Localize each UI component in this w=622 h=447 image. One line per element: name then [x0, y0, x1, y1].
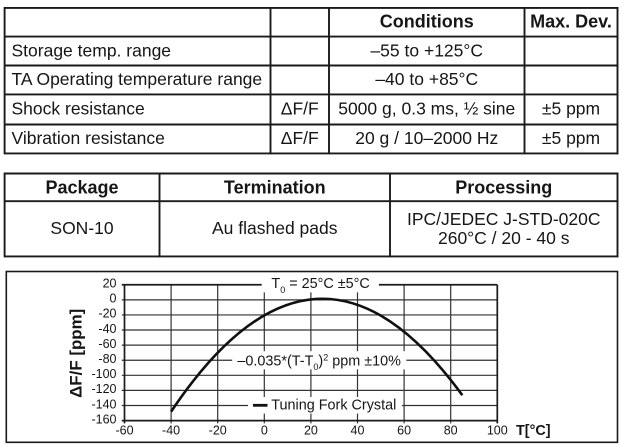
- svg-text:-60: -60: [98, 337, 116, 351]
- svg-text:–55 to +125°C: –55 to +125°C: [370, 40, 483, 60]
- svg-text:-100: -100: [91, 367, 116, 381]
- svg-text:Storage temp. range: Storage temp. range: [12, 40, 172, 60]
- svg-text:Vibration resistance: Vibration resistance: [12, 128, 165, 148]
- svg-text:T0 = 25°C ±5°C: T0 = 25°C ±5°C: [271, 276, 369, 295]
- svg-text:-160: -160: [91, 412, 116, 426]
- svg-text:60: 60: [397, 424, 411, 438]
- svg-text:TA Operating temperature range: TA Operating temperature range: [12, 69, 263, 89]
- svg-text:-140: -140: [91, 397, 116, 411]
- svg-text:T[°C]: T[°C]: [516, 423, 551, 439]
- svg-text:ΔF/F [ppm]: ΔF/F [ppm]: [67, 309, 86, 398]
- svg-text:ΔF/F: ΔF/F: [281, 99, 319, 119]
- svg-text:-20: -20: [98, 307, 116, 321]
- svg-text:80: 80: [444, 424, 458, 438]
- svg-text:-40: -40: [98, 322, 116, 336]
- svg-text:±5 ppm: ±5 ppm: [542, 128, 600, 148]
- svg-text:260°C / 20 - 40 s: 260°C / 20 - 40 s: [438, 228, 570, 248]
- svg-text:Shock resistance: Shock resistance: [12, 99, 145, 119]
- svg-text:40: 40: [351, 424, 365, 438]
- svg-text:Max. Dev.: Max. Dev.: [530, 12, 612, 32]
- svg-text:20: 20: [304, 424, 318, 438]
- svg-text:±5 ppm: ±5 ppm: [542, 99, 600, 119]
- svg-text:Conditions: Conditions: [380, 12, 474, 32]
- svg-text:–0.035*(T-T0)2 ppm ±10%: –0.035*(T-T0)2 ppm ±10%: [237, 352, 401, 372]
- svg-text:SON-10: SON-10: [50, 218, 113, 238]
- svg-text:Processing: Processing: [455, 177, 552, 197]
- svg-text:-40: -40: [162, 424, 180, 438]
- svg-text:5000 g, 0.3 ms, ½ sine: 5000 g, 0.3 ms, ½ sine: [338, 99, 515, 119]
- svg-text:-60: -60: [115, 424, 133, 438]
- svg-text:ΔF/F: ΔF/F: [281, 128, 319, 148]
- svg-text:20: 20: [103, 277, 117, 291]
- svg-text:IPC/JEDEC J-STD-020C: IPC/JEDEC J-STD-020C: [407, 209, 601, 229]
- svg-text:0: 0: [261, 424, 268, 438]
- svg-text:Au flashed pads: Au flashed pads: [212, 218, 338, 238]
- svg-text:Tuning Fork Crystal: Tuning Fork Crystal: [271, 397, 396, 413]
- svg-text:–40 to +85°C: –40 to +85°C: [375, 69, 478, 89]
- svg-text:-80: -80: [98, 352, 116, 366]
- svg-text:100: 100: [487, 424, 508, 438]
- svg-text:-120: -120: [91, 382, 116, 396]
- svg-text:Package: Package: [45, 177, 118, 197]
- svg-text:20 g / 10–2000 Hz: 20 g / 10–2000 Hz: [355, 128, 498, 148]
- svg-text:-20: -20: [209, 424, 227, 438]
- svg-text:Termination: Termination: [224, 177, 326, 197]
- svg-text:0: 0: [110, 292, 117, 306]
